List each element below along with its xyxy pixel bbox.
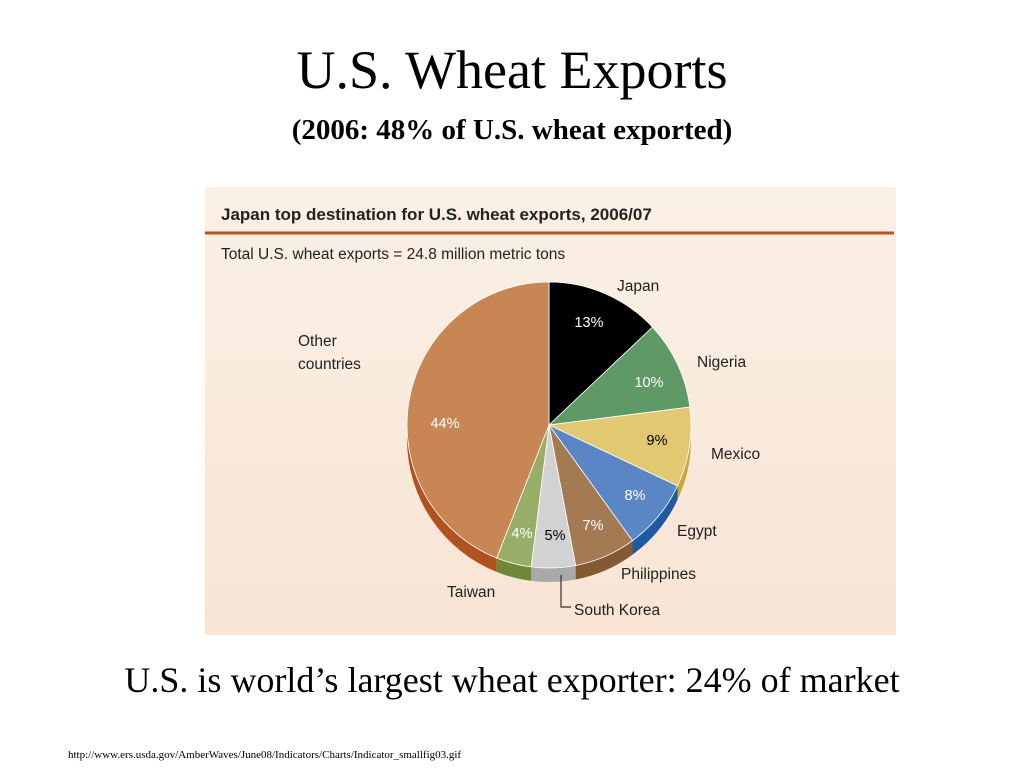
pie-slice-japan (548, 281, 654, 426)
pie-percent-label-egypt: 8% (625, 488, 646, 504)
pie-leader-lines (560, 575, 571, 608)
pie-category-label-nigeria: Nigeria (697, 354, 746, 371)
pie-side-taiwan (496, 557, 532, 581)
slide-caption: U.S. is world’s largest wheat exporter: … (124, 660, 900, 700)
pie-chart: Japan top destination for U.S. wheat exp… (205, 205, 894, 619)
pie-category-label-philippines: Philippines (621, 566, 696, 583)
pie-slice-nigeria (547, 326, 691, 426)
pie-category-label-egypt: Egypt (677, 523, 717, 540)
pie-percent-label-mexico: 9% (647, 433, 668, 449)
pie-percent-labels: 13% 10% 9% 8% 7% 5% 4% 44% (430, 315, 667, 544)
pie-category-labels: Japan Nigeria Mexico Egypt Philippines South … (298, 278, 760, 619)
pie-side-other-countries (407, 425, 497, 572)
pie-side-south-korea (531, 565, 576, 582)
slide-subtitle: (2006: 48% of U.S. wheat exported) (291, 114, 733, 146)
source-url[interactable]: http://www.ers.usda.gov/AmberWaves/June0… (68, 749, 462, 761)
slide-title: U.S. Wheat Exports (296, 40, 728, 100)
pie-percent-label-taiwan: 4% (512, 526, 533, 542)
pie-category-label-south-korea: South Korea (574, 602, 661, 619)
pie-percent-label-nigeria: 10% (634, 375, 663, 391)
pie-percent-label-japan: 13% (574, 315, 603, 331)
pie-category-label-mexico: Mexico (711, 446, 760, 463)
pie-slices (406, 281, 692, 569)
leader-line-south-korea (560, 575, 571, 608)
pie-category-label-other-countries: Other countries (298, 333, 361, 373)
chart-subtitle: Total U.S. wheat exports = 24.8 million … (221, 246, 565, 263)
pie-chart-panel: Japan top destination for U.S. wheat exp… (205, 187, 896, 635)
pie-percent-label-other-countries: 44% (430, 416, 459, 432)
chart-title: Japan top destination for U.S. wheat exp… (221, 205, 652, 224)
pie-side-mexico (677, 425, 691, 500)
pie-side-philippines (575, 540, 633, 580)
pie-sides (407, 425, 691, 582)
pie-percent-label-south-korea: 5% (545, 528, 566, 544)
pie-percent-label-philippines: 7% (583, 518, 604, 534)
pie-slice-mexico (547, 406, 692, 487)
pie-category-label-taiwan: Taiwan (447, 584, 495, 601)
pie-category-label-japan: Japan (617, 278, 659, 295)
pie-slice-other-countries (406, 281, 550, 559)
